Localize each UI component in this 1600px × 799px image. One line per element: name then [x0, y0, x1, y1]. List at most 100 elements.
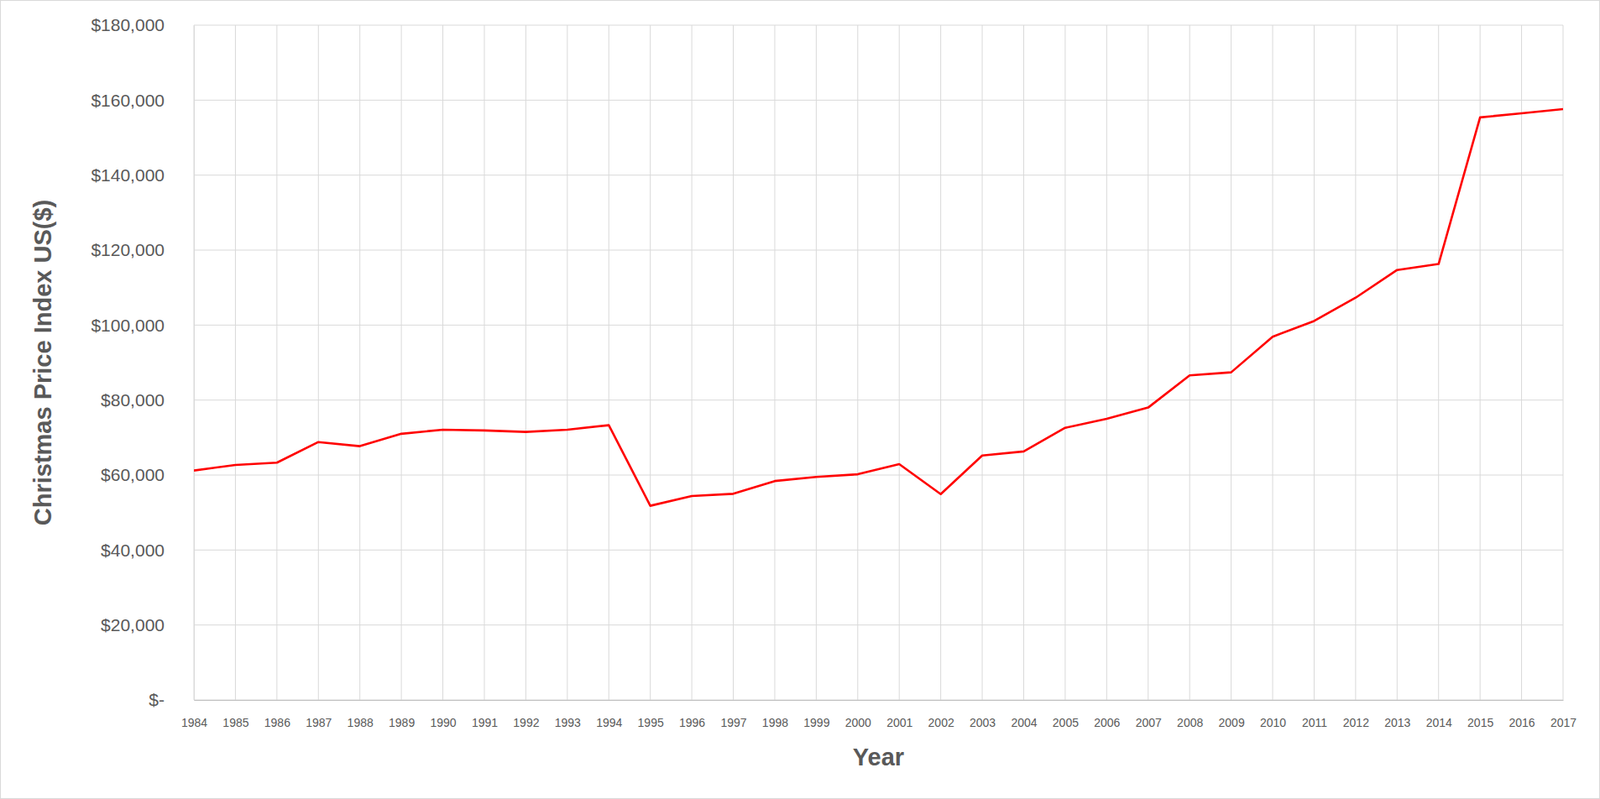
y-tick: $140,000 [90, 165, 194, 185]
x-tick-label: 1996 [679, 716, 706, 730]
line [193, 109, 1564, 507]
x-tick-label: 1995 [637, 716, 665, 730]
y-tick: $60,000 [100, 465, 194, 485]
grid-line [899, 25, 900, 701]
x-tick-label: 1986 [264, 716, 291, 730]
grid [193, 25, 1564, 701]
grid-line [193, 549, 1564, 551]
x-tick: 1987 [305, 700, 332, 730]
grid-line [608, 25, 610, 701]
grid-line [235, 25, 236, 701]
grid-line [1354, 25, 1356, 701]
grid-line [193, 700, 1564, 701]
chart-frame [0, 0, 1600, 799]
x-tick-label: 2000 [845, 716, 872, 730]
x-tick: 1991 [471, 700, 498, 730]
grid-line [982, 25, 984, 701]
y-tick-label: $80,000 [100, 390, 165, 410]
x-tick: 1994 [596, 700, 623, 730]
grid-line [1396, 25, 1398, 701]
y-tick-label: $120,000 [90, 240, 165, 260]
x-tick: 2016 [1508, 700, 1535, 730]
grid-line [525, 25, 527, 701]
grid-line [442, 25, 444, 701]
x-tick: 2013 [1384, 700, 1411, 730]
x-tick: 1998 [762, 700, 789, 730]
grid-line [1106, 25, 1108, 701]
x-tick-label: 2016 [1508, 716, 1535, 730]
x-tick: 2015 [1467, 700, 1494, 730]
grid-line [1189, 25, 1191, 701]
grid-line [732, 25, 734, 701]
x-tick: 1992 [512, 700, 539, 730]
x-tick: 2009 [1218, 700, 1245, 730]
x-tick-label: 1998 [762, 716, 789, 730]
grid-line [1563, 25, 1564, 701]
x-tick: 2001 [886, 700, 913, 730]
x-tick-label: 1994 [596, 716, 623, 730]
grid-line [318, 25, 319, 701]
x-tick: 2007 [1135, 700, 1162, 730]
grid-line [649, 25, 651, 701]
x-tick: 2006 [1093, 700, 1120, 730]
y-tick: $20,000 [100, 615, 194, 635]
grid-line [691, 25, 693, 701]
x-tick-label: 1989 [388, 716, 415, 730]
x-tick-label: 2017 [1550, 716, 1577, 730]
x-tick-label: 2001 [886, 716, 913, 730]
x-tick: 1993 [554, 700, 581, 730]
x-tick-label: 1997 [720, 716, 747, 730]
grid-line [276, 25, 278, 701]
y-tick-label: $160,000 [90, 90, 165, 110]
x-axis-title: Year [852, 743, 905, 771]
x-tick-label: 1993 [554, 716, 581, 730]
y-tick-label: $140,000 [90, 165, 165, 185]
x-tick-label: 2004 [1010, 716, 1037, 730]
grid-line [1272, 25, 1274, 701]
x-tick: 2010 [1260, 700, 1287, 730]
x-tick-label: 1990 [429, 716, 456, 730]
y-tick: $160,000 [90, 90, 194, 110]
grid-line [1064, 25, 1066, 701]
x-tick-label: 1985 [222, 716, 249, 730]
x-tick: 1986 [264, 700, 291, 730]
x-tick-label: 1987 [305, 716, 332, 730]
x-tick: 1999 [803, 700, 830, 730]
grid-line [1479, 25, 1481, 701]
y-tick: $120,000 [90, 240, 194, 260]
x-tick: 1988 [347, 700, 374, 730]
y-tick-label: $40,000 [100, 540, 165, 560]
grid-line [359, 25, 361, 701]
grid-line [1147, 25, 1149, 701]
x-tick-label: 1992 [512, 716, 539, 730]
grid-line [193, 174, 1564, 176]
grid-line [193, 25, 1564, 27]
x-tick-label: 2009 [1218, 716, 1245, 730]
x-tick: 2011 [1301, 700, 1328, 730]
grid-line [773, 25, 775, 701]
x-tick-label: 2003 [969, 716, 996, 730]
x-tick: 1997 [720, 700, 747, 730]
x-tick-label: 1988 [347, 716, 374, 730]
y-tick: $80,000 [100, 390, 194, 410]
x-tick-label: 1991 [471, 716, 498, 730]
x-tick-label: 2008 [1176, 716, 1203, 730]
grid-line [193, 399, 1564, 401]
x-tick: 1995 [637, 700, 665, 730]
y-tick-label: $- [148, 690, 165, 710]
x-tick-label: 2006 [1093, 716, 1120, 730]
y-tick: $- [148, 690, 194, 710]
x-tick: 2005 [1052, 700, 1079, 730]
y-tick-label: $60,000 [100, 465, 165, 485]
x-tick-label: 2014 [1426, 716, 1453, 730]
plot-area [193, 109, 1564, 507]
grid-line [1023, 25, 1025, 701]
x-tick-label: 2013 [1384, 716, 1411, 730]
x-tick: 1996 [679, 700, 706, 730]
grid-line [857, 25, 858, 701]
x-tick-label: 2005 [1052, 716, 1079, 730]
x-tick-label: 2010 [1260, 716, 1287, 730]
grid-line [193, 324, 1564, 326]
grid-line [940, 25, 942, 701]
grid-line [193, 250, 1564, 251]
